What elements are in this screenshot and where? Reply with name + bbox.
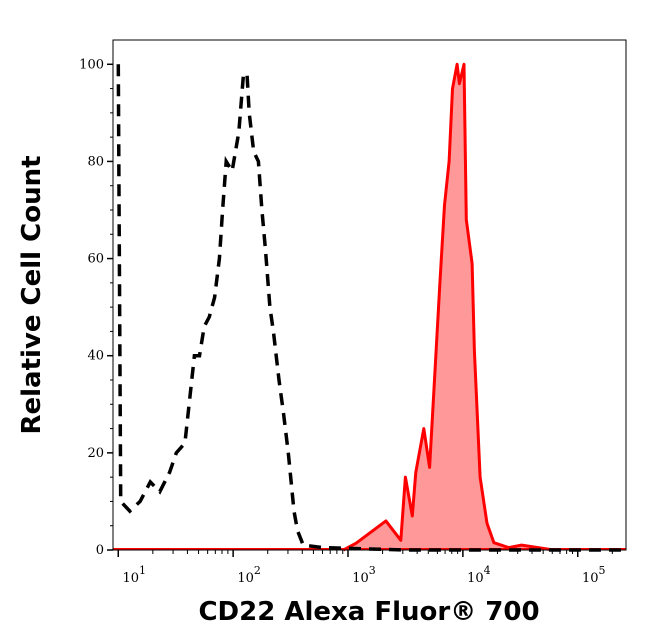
y-tick-label: 60 bbox=[87, 252, 104, 267]
x-axis-label: CD22 Alexa Fluor® 700 bbox=[198, 597, 539, 627]
control-histogram-line bbox=[116, 64, 626, 552]
y-tick-label: 0 bbox=[96, 543, 104, 558]
y-tick-label: 100 bbox=[79, 57, 104, 72]
x-tick-label: 104 bbox=[467, 564, 491, 586]
y-tick-label: 80 bbox=[87, 154, 104, 169]
x-tick-label: 105 bbox=[582, 564, 606, 586]
positive-histogram-line bbox=[342, 62, 554, 552]
y-axis-label: Relative Cell Count bbox=[17, 155, 47, 434]
x-tick-label: 102 bbox=[237, 564, 261, 586]
positive-histogram-fill bbox=[343, 64, 554, 551]
x-tick-label: 101 bbox=[122, 564, 146, 586]
plot-frame bbox=[112, 39, 627, 551]
y-tick-label: 20 bbox=[87, 446, 104, 461]
y-tick-label: 40 bbox=[87, 349, 104, 364]
x-tick-label: 103 bbox=[352, 564, 376, 586]
